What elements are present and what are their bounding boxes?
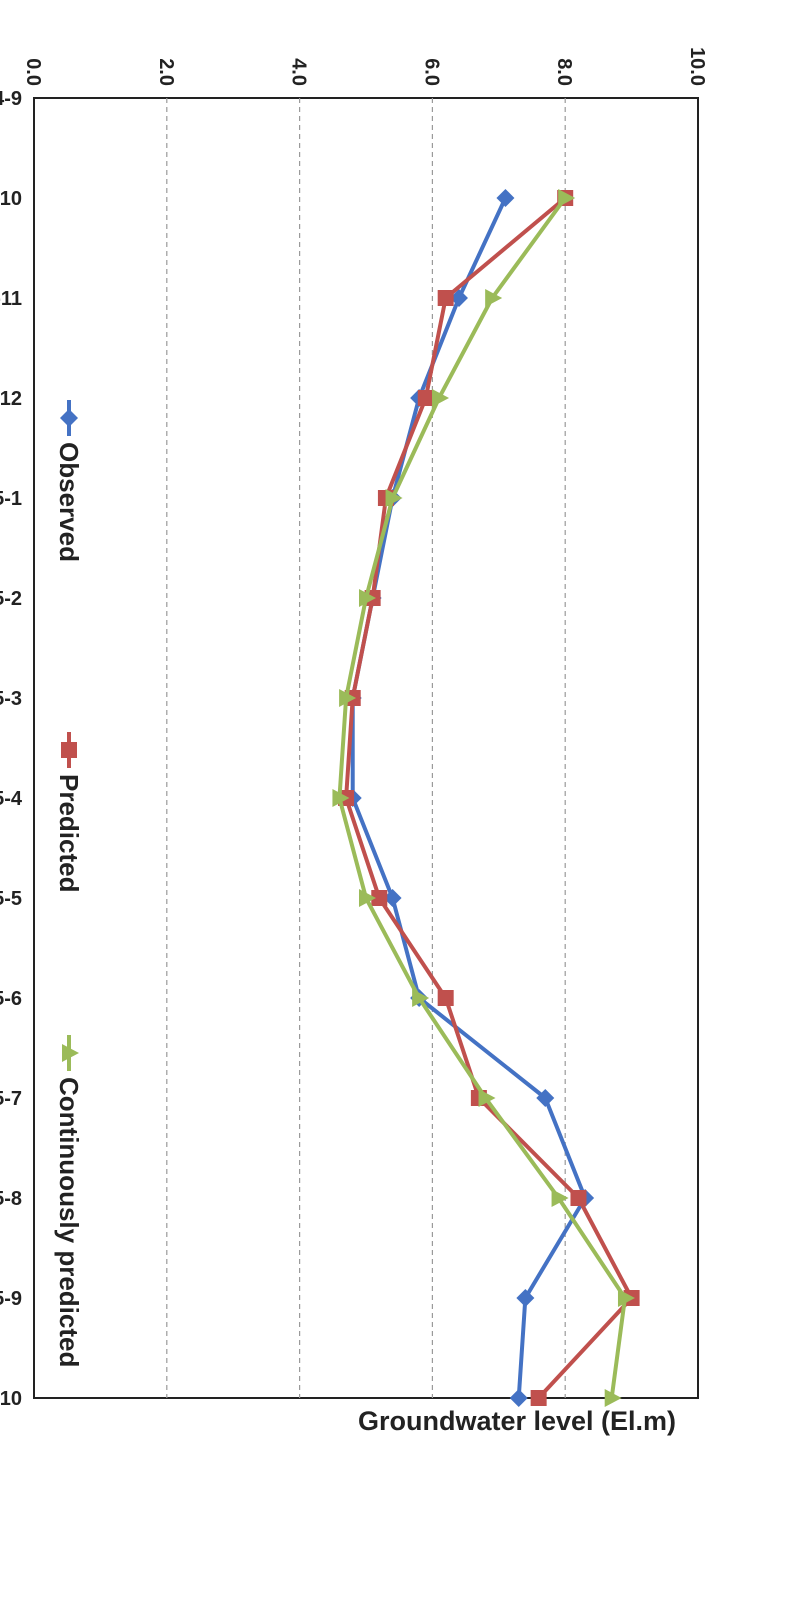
continuously-predicted-point xyxy=(412,989,430,1007)
x-tick-label: 2015-1 xyxy=(0,488,22,510)
predicted-point xyxy=(437,990,454,1006)
x-tick-label: 2015-8 xyxy=(0,1188,22,1210)
x-tick-label: 2014-10 xyxy=(0,188,22,210)
continuously-predicted-point xyxy=(551,1189,569,1207)
x-tick-label: 2014-11 xyxy=(0,288,22,310)
predicted-legend-label: Predicted xyxy=(54,774,84,893)
x-tick-label: 2015-4 xyxy=(0,788,23,810)
predicted-point xyxy=(371,890,388,906)
x-tick-label: 2015-3 xyxy=(0,688,22,710)
predicted-point xyxy=(417,390,434,406)
y-tick-label: 10.0 xyxy=(686,47,708,86)
x-tick-label: 2015-7 xyxy=(0,1088,22,1110)
continuously-predicted-point xyxy=(617,1289,635,1307)
x-tick-label: 2014-12 xyxy=(0,388,22,410)
y-tick-label: 0.0 xyxy=(22,58,44,86)
continuously-predicted-point xyxy=(558,189,576,207)
observed-point xyxy=(449,289,468,307)
continuously-predicted-legend-label: Continuously predicted xyxy=(54,1077,84,1367)
x-tick-label: 2015-2 xyxy=(0,588,22,610)
continuously-predicted-point xyxy=(385,489,403,507)
observed-point xyxy=(516,1289,535,1307)
continuously-predicted-point xyxy=(339,689,357,707)
observed-legend-marker xyxy=(60,409,78,427)
x-tick-label: 2015-5 xyxy=(0,888,22,910)
x-tick-label: 2015-9 xyxy=(0,1288,22,1310)
continuously-predicted-point xyxy=(604,1389,622,1407)
y-tick-label: 4.0 xyxy=(288,58,310,86)
x-tick-label: 2014-9 xyxy=(0,88,22,110)
predicted-point xyxy=(437,290,454,306)
predicted-point xyxy=(570,1190,587,1206)
y-tick-label: 8.0 xyxy=(553,58,575,86)
y-axis-title: Groundwater level (El.m) xyxy=(358,1406,676,1436)
continuously-predicted-point xyxy=(478,1089,496,1107)
predicted-point xyxy=(530,1390,547,1406)
observed-point xyxy=(383,889,402,907)
observed-point xyxy=(496,189,515,207)
observed-legend-label: Observed xyxy=(54,442,84,562)
x-tick-label: 2015-10 xyxy=(0,1388,22,1410)
continuously-predicted-point xyxy=(332,789,350,807)
predicted-legend-marker xyxy=(61,742,77,758)
continuously-predicted-point xyxy=(359,589,376,607)
continuously-predicted-point xyxy=(485,289,503,307)
continuously-predicted-legend-marker xyxy=(62,1044,79,1062)
plot-area xyxy=(33,97,699,1399)
x-tick-label: 2015-6 xyxy=(0,988,22,1010)
continuously-predicted-point xyxy=(359,889,376,907)
continuously-predicted-point xyxy=(432,389,450,407)
y-tick-label: 2.0 xyxy=(155,58,177,86)
y-tick-label: 6.0 xyxy=(420,58,442,86)
